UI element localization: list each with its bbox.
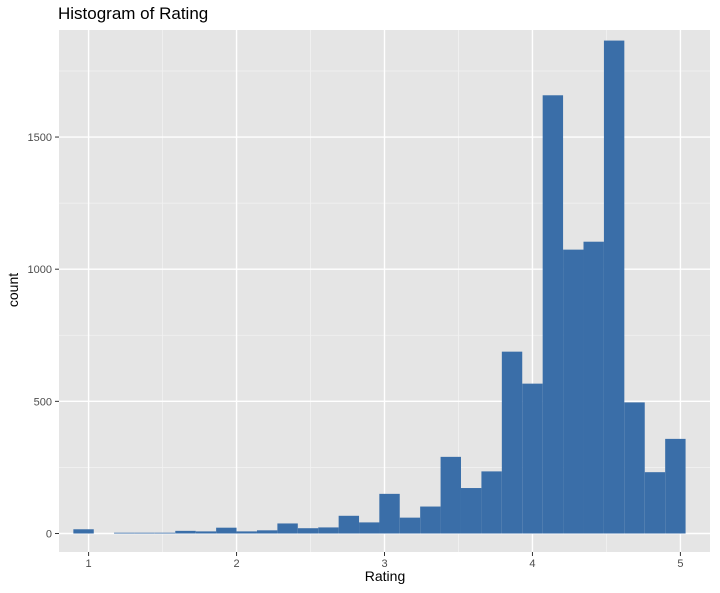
histogram-bar <box>154 532 176 534</box>
y-tick-label: 0 <box>46 528 52 540</box>
histogram-bar <box>399 517 421 534</box>
histogram-bar <box>318 527 339 534</box>
x-tick-label: 4 <box>529 558 535 570</box>
y-tick-label: 1000 <box>28 264 52 276</box>
histogram-bar <box>583 241 604 534</box>
y-tick-label: 1500 <box>28 132 52 144</box>
histogram-bar <box>440 456 461 534</box>
x-axis-label: Rating <box>364 568 406 584</box>
histogram-bar <box>73 529 94 534</box>
x-tick-label: 1 <box>86 558 92 570</box>
histogram-bar <box>542 95 564 534</box>
y-axis-label: count <box>5 272 21 308</box>
chart-title: Histogram of Rating <box>58 4 209 23</box>
histogram-bar <box>460 488 482 534</box>
histogram-bar <box>379 493 400 534</box>
histogram-bar <box>216 527 237 534</box>
x-tick-label: 5 <box>677 558 683 570</box>
histogram-bar <box>277 523 298 534</box>
histogram-bar <box>665 438 686 534</box>
histogram-bar <box>195 531 217 534</box>
histogram-bar <box>481 471 502 534</box>
histogram-bar <box>644 472 666 534</box>
histogram-bar <box>522 383 543 534</box>
histogram-bar <box>256 530 278 534</box>
bars <box>73 40 686 534</box>
histogram-bar <box>297 528 319 534</box>
y-tick-label: 500 <box>34 396 52 408</box>
histogram-bar <box>338 515 360 534</box>
histogram-bar <box>114 532 135 534</box>
histogram-bar <box>359 522 380 534</box>
x-tick-label: 2 <box>233 558 239 570</box>
histogram-bar <box>603 40 625 534</box>
x-tick-label: 3 <box>381 558 387 570</box>
histogram-bar <box>624 402 645 534</box>
axes: 1 2 3 4 5 0 500 1000 1500 <box>28 132 684 570</box>
histogram-bar <box>175 530 196 534</box>
histogram-bar <box>563 249 584 534</box>
histogram-bar <box>134 532 155 534</box>
histogram-bar <box>501 351 523 534</box>
histogram-bar <box>420 506 441 534</box>
histogram-bar <box>236 531 257 534</box>
